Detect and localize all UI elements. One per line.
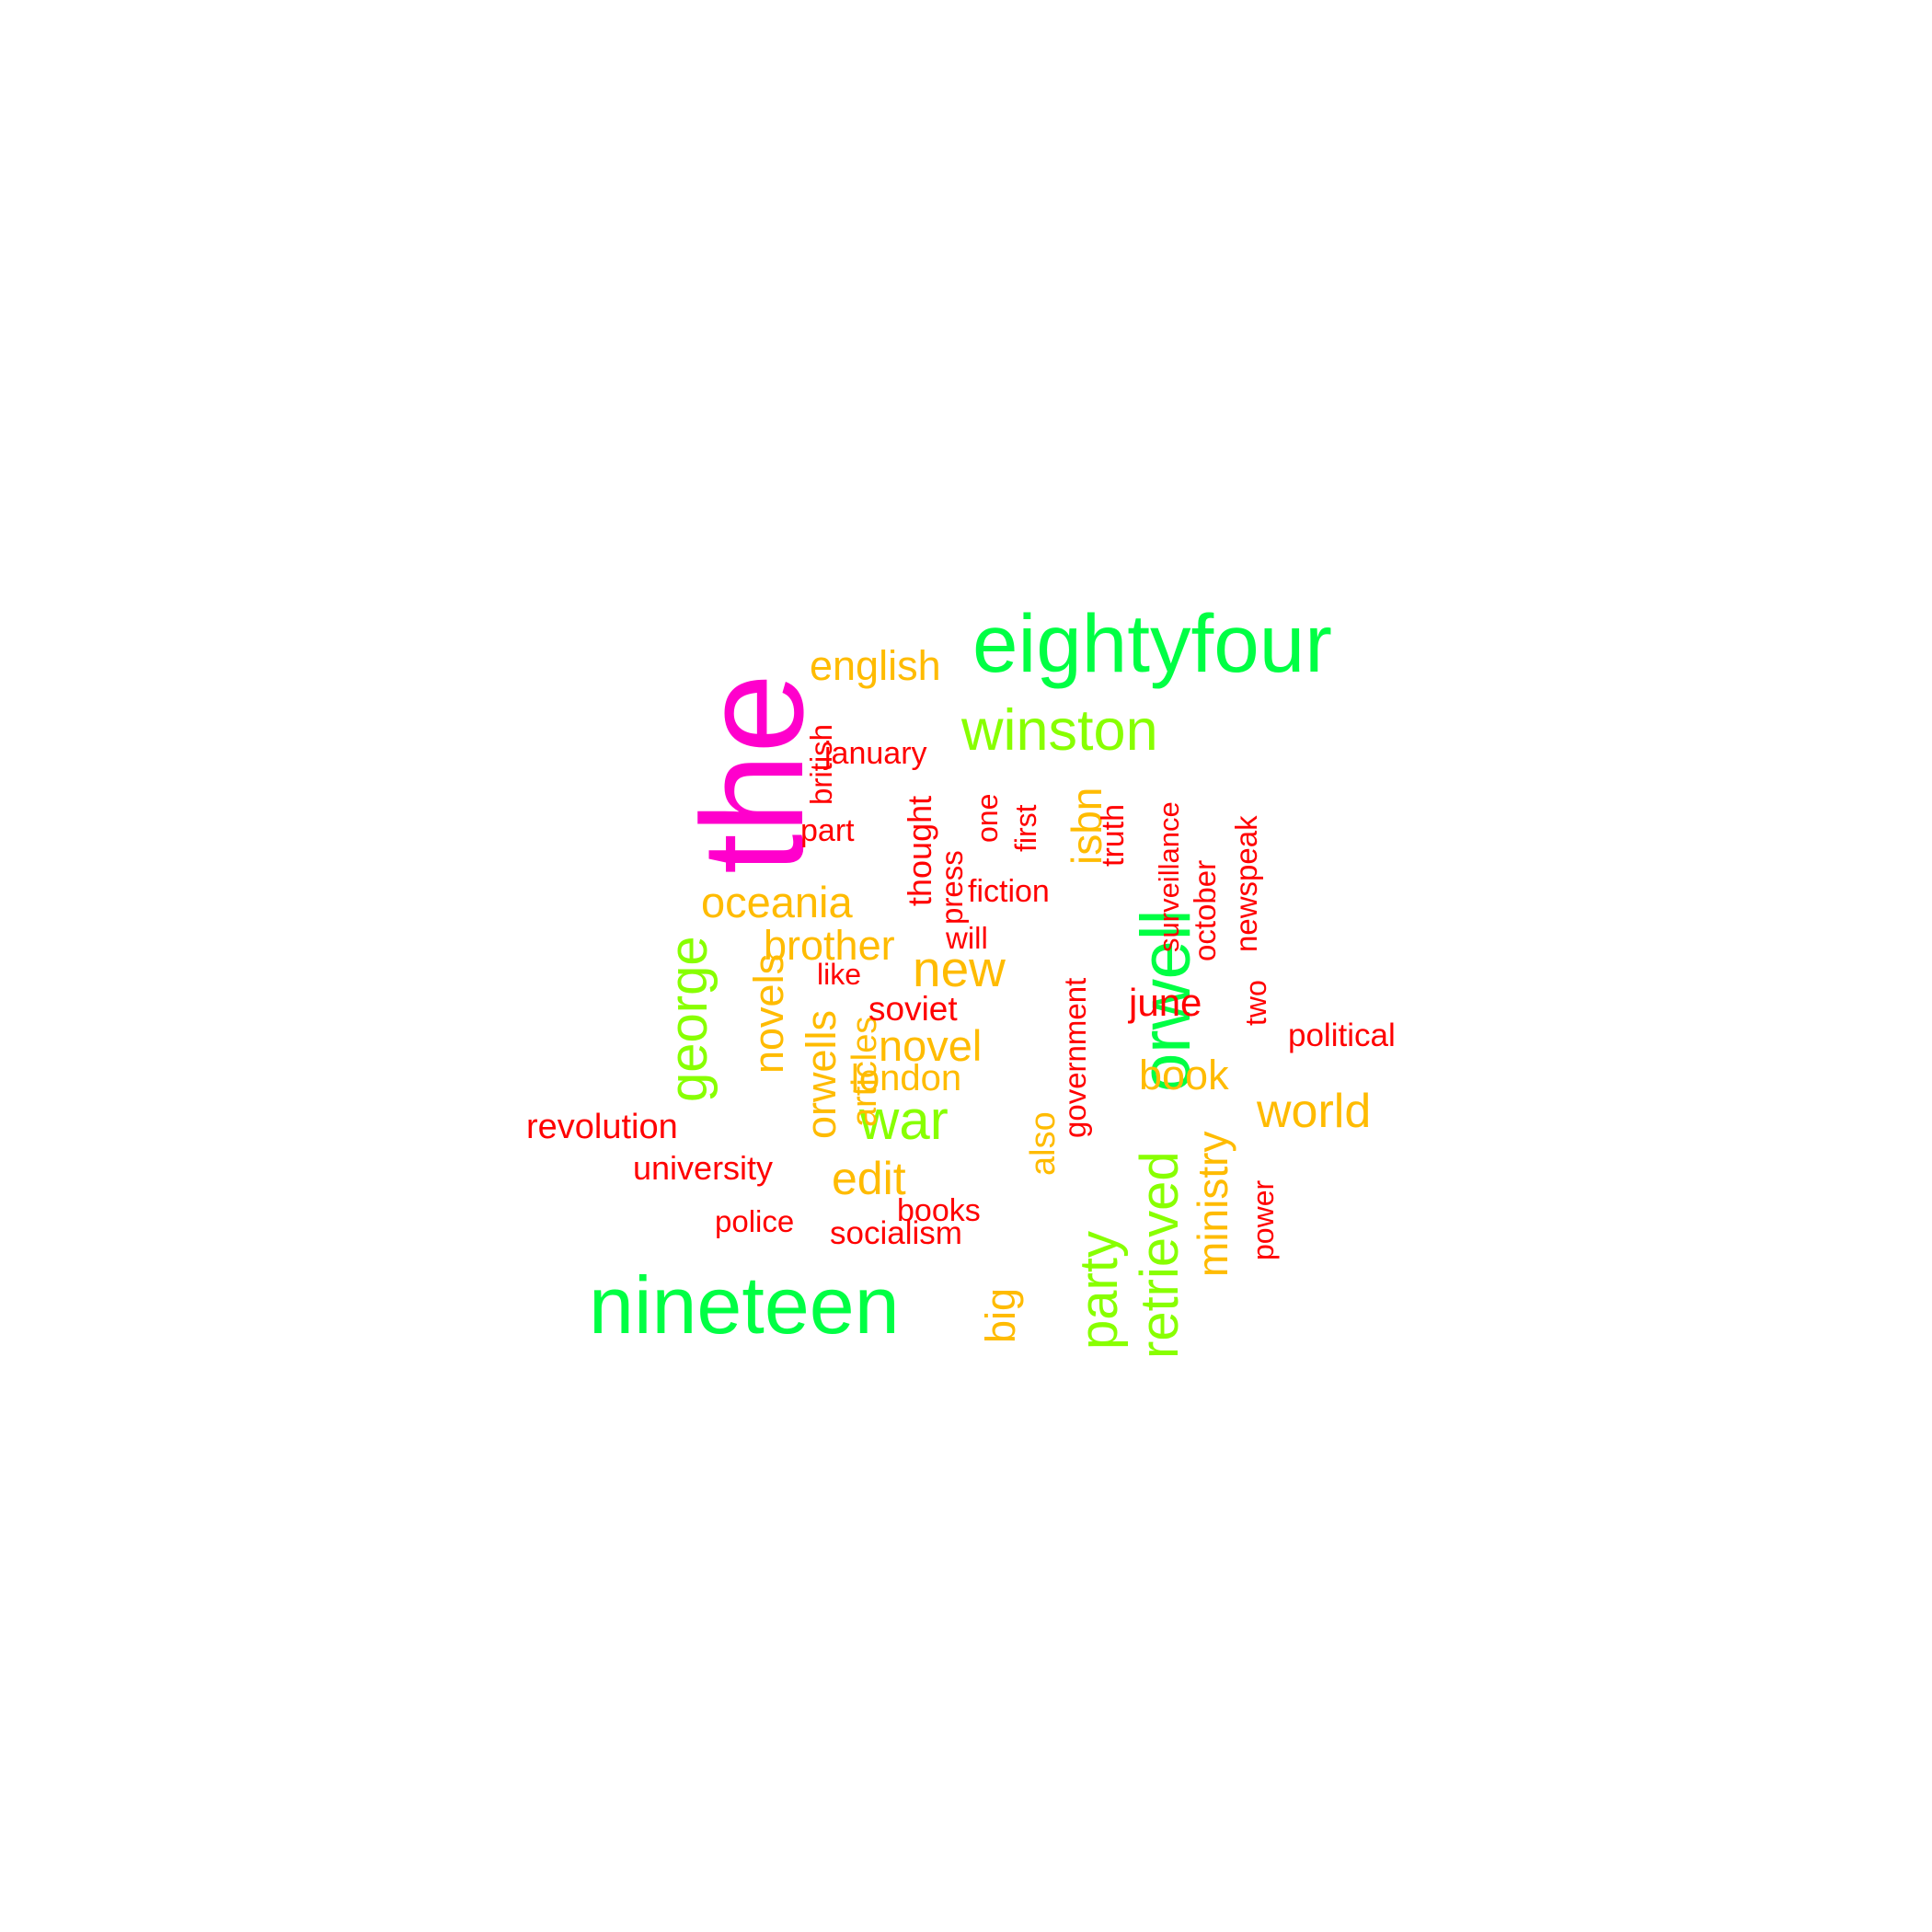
word-university: university bbox=[633, 1149, 774, 1188]
word-war: war bbox=[859, 1088, 949, 1151]
word-october: october bbox=[1188, 859, 1222, 961]
word-truth: truth bbox=[1096, 803, 1131, 867]
word-socialism: socialism bbox=[830, 1215, 962, 1252]
word-power: power bbox=[1247, 1179, 1280, 1260]
word-also: also bbox=[1024, 1111, 1063, 1176]
word-two: two bbox=[1239, 980, 1272, 1026]
word-political: political bbox=[1288, 1018, 1396, 1054]
word-nineteen: nineteen bbox=[589, 1259, 900, 1351]
word-one: one bbox=[971, 793, 1004, 843]
word-first: first bbox=[1009, 804, 1042, 852]
word-new: new bbox=[913, 939, 1006, 997]
word-edit: edit bbox=[832, 1153, 906, 1204]
word-orwells: orwells bbox=[798, 1009, 845, 1139]
word-retrieved: retrieved bbox=[1130, 1151, 1190, 1359]
word-government: government bbox=[1058, 977, 1092, 1138]
word-thought: thought bbox=[901, 795, 938, 906]
word-surveillance: surveillance bbox=[1153, 801, 1185, 952]
word-press: press bbox=[935, 850, 969, 925]
word-will: will bbox=[946, 920, 988, 955]
word-big: big bbox=[977, 1287, 1024, 1343]
word-george: george bbox=[659, 936, 719, 1102]
word-like: like bbox=[817, 957, 862, 991]
word-world: world bbox=[1257, 1085, 1372, 1139]
word-books: books bbox=[897, 1193, 981, 1229]
word-novel: novel bbox=[879, 1021, 983, 1071]
word-part: part bbox=[800, 813, 855, 849]
word-party: party bbox=[1069, 1231, 1129, 1350]
word-revolution: revolution bbox=[526, 1107, 678, 1146]
word-london: london bbox=[851, 1058, 962, 1099]
word-eightyfour: eightyfour bbox=[972, 597, 1332, 690]
word-novels: novels bbox=[745, 953, 792, 1074]
word-newspeak: newspeak bbox=[1229, 815, 1263, 952]
word-fiction: fiction bbox=[968, 874, 1050, 910]
word-police: police bbox=[715, 1203, 795, 1238]
word-june: june bbox=[1129, 980, 1202, 1024]
word-book: book bbox=[1139, 1052, 1229, 1099]
word-english: english bbox=[810, 642, 941, 690]
word-soviet: soviet bbox=[868, 989, 958, 1028]
word-brother: brother bbox=[764, 922, 895, 970]
word-january: january bbox=[824, 736, 927, 772]
word-ministry: ministry bbox=[1189, 1131, 1236, 1277]
word-oceania: oceania bbox=[701, 878, 853, 927]
word-winston: winston bbox=[961, 698, 1158, 764]
